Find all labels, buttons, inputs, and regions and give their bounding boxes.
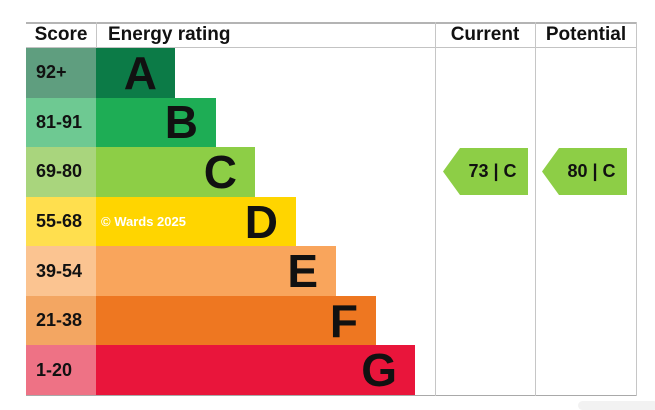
- table-top-border: [26, 22, 637, 24]
- energy-band-bar: A: [96, 48, 175, 98]
- band-letter: C: [203, 145, 237, 198]
- current-potential-divider-line: [535, 22, 536, 396]
- energy-bands: 92+ A 81-91 B 69-80 C 55-68 D 39-54 E: [26, 48, 637, 397]
- potential-rating-arrow: 80 | C: [542, 148, 627, 195]
- potential-rating-label: 80 | C: [567, 161, 616, 181]
- energy-band-bar: F: [96, 294, 376, 347]
- energy-band-bar: D: [96, 195, 296, 248]
- energy-band-bar: C: [96, 147, 255, 197]
- potential-column-header: Potential: [545, 24, 627, 45]
- score-range-label: 21-38: [36, 310, 83, 331]
- score-range-label: 1-20: [36, 359, 73, 380]
- score-range-label: 81-91: [36, 111, 83, 132]
- score-column-header: Score: [34, 24, 88, 45]
- score-cell: 92+: [26, 48, 96, 98]
- energy-band-bar: E: [96, 246, 336, 296]
- table-bottom-border: [26, 395, 637, 396]
- epc-table: Score Energy rating Current Potential 92…: [26, 22, 637, 396]
- score-range-label: 55-68: [36, 211, 83, 232]
- energy-band-bar: G: [96, 344, 415, 397]
- table-right-border: [636, 22, 637, 396]
- band-letter: D: [244, 195, 278, 248]
- table-header-row: Score Energy rating Current Potential: [26, 22, 637, 48]
- band-row: 81-91 B: [26, 96, 637, 149]
- energy-rating-column-header: Energy rating: [108, 24, 231, 45]
- band-row: 55-68 D: [26, 195, 637, 248]
- band-letter: E: [287, 245, 318, 298]
- band-row: 69-80 C: [26, 147, 637, 197]
- current-rating-label: 73 | C: [468, 161, 517, 181]
- band-letter: G: [361, 344, 397, 397]
- score-cell: 1-20: [26, 345, 96, 396]
- band-row: 21-38 F: [26, 294, 637, 347]
- band-row: 1-20 G: [26, 344, 637, 397]
- band-row: 92+ A: [26, 48, 637, 98]
- score-cell: 69-80: [26, 147, 96, 197]
- score-energy-divider-line: [96, 22, 97, 48]
- current-rating-arrow: 73 | C: [443, 148, 528, 195]
- score-cell: 39-54: [26, 246, 96, 296]
- band-row: 39-54 E: [26, 246, 637, 296]
- bottom-right-artifact: [578, 401, 655, 410]
- score-range-label: 69-80: [36, 161, 83, 182]
- band-letter: B: [164, 96, 198, 149]
- score-range-label: 39-54: [36, 260, 83, 281]
- score-cell: 81-91: [26, 97, 96, 148]
- score-cell: 21-38: [26, 295, 96, 346]
- band-letter: F: [329, 294, 358, 347]
- current-column-header: Current: [450, 24, 520, 45]
- energy-current-divider-line: [435, 22, 436, 396]
- copyright-watermark: © Wards 2025: [101, 214, 186, 229]
- header-divider-line: [26, 47, 637, 48]
- band-letter: A: [123, 46, 157, 99]
- score-range-label: 92+: [36, 62, 67, 83]
- score-cell: 55-68: [26, 196, 96, 247]
- energy-band-bar: B: [96, 96, 216, 149]
